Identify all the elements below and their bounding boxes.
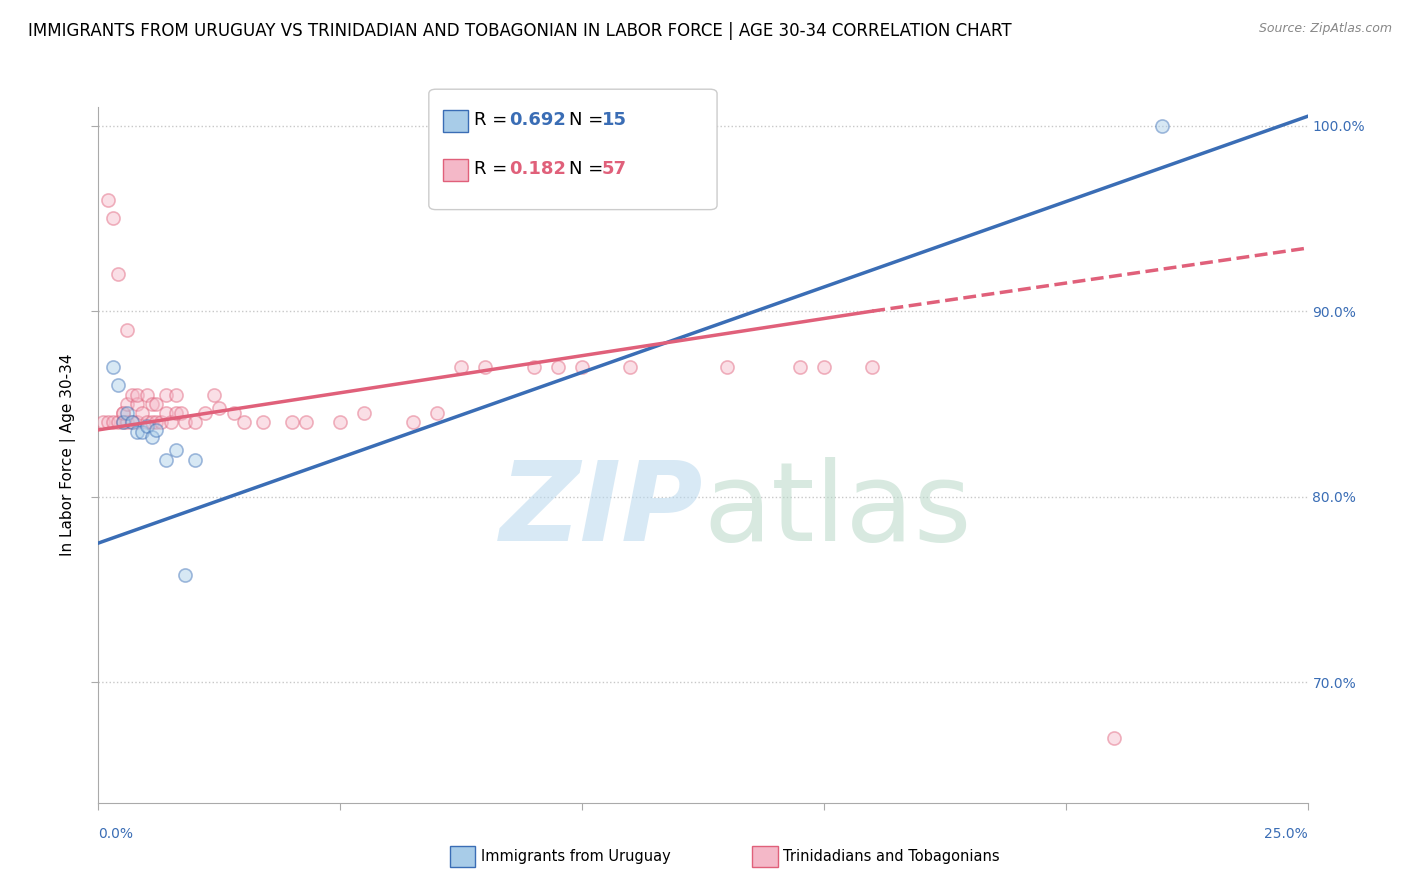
Point [117, 406, 139, 420]
Point [127, 425, 149, 439]
Text: Immigrants from Uruguay: Immigrants from Uruguay [481, 849, 671, 863]
Point [474, 359, 496, 374]
Point [121, 416, 143, 430]
Point [860, 359, 883, 374]
Point [121, 387, 143, 401]
Point [101, 359, 124, 374]
Text: N =: N = [569, 161, 609, 178]
Text: N =: N = [569, 112, 609, 129]
Text: ZIP: ZIP [499, 457, 703, 564]
Point [252, 416, 274, 430]
Point [117, 323, 139, 337]
Point [450, 359, 472, 374]
Point [174, 416, 197, 430]
Text: 57: 57 [602, 161, 627, 178]
Text: Source: ZipAtlas.com: Source: ZipAtlas.com [1258, 22, 1392, 36]
Point [131, 406, 153, 420]
Point [101, 211, 124, 226]
Point [169, 406, 191, 420]
Point [165, 443, 187, 458]
Point [329, 416, 352, 430]
Point [97, 193, 120, 207]
Point [184, 452, 207, 467]
Point [101, 416, 124, 430]
Text: R =: R = [474, 161, 513, 178]
Point [135, 419, 157, 434]
Point [204, 387, 226, 401]
Point [121, 416, 143, 430]
Point [402, 416, 425, 430]
Point [111, 416, 134, 430]
Y-axis label: In Labor Force | Age 30-34: In Labor Force | Age 30-34 [59, 353, 76, 557]
Point [208, 401, 231, 415]
Point [1102, 731, 1125, 745]
Point [107, 416, 129, 430]
Point [107, 267, 129, 281]
Point [155, 406, 177, 420]
Point [135, 416, 157, 430]
Point [127, 397, 149, 411]
Point [135, 387, 157, 401]
Point [145, 423, 167, 437]
Point [426, 406, 449, 420]
Point [117, 397, 139, 411]
Point [145, 416, 167, 430]
Text: 25.0%: 25.0% [1264, 827, 1308, 841]
Point [571, 359, 593, 374]
Point [813, 359, 835, 374]
Point [174, 567, 197, 582]
Point [155, 452, 177, 467]
Point [619, 359, 641, 374]
Point [111, 406, 134, 420]
Point [160, 416, 183, 430]
Point [141, 416, 163, 430]
Point [97, 416, 120, 430]
Point [789, 359, 811, 374]
Point [150, 416, 173, 430]
Point [295, 416, 318, 430]
Point [91, 416, 114, 430]
Text: 15: 15 [602, 112, 627, 129]
Text: atlas: atlas [703, 457, 972, 564]
Point [194, 406, 217, 420]
Text: 0.692: 0.692 [509, 112, 565, 129]
Text: IMMIGRANTS FROM URUGUAY VS TRINIDADIAN AND TOBAGONIAN IN LABOR FORCE | AGE 30-34: IMMIGRANTS FROM URUGUAY VS TRINIDADIAN A… [28, 22, 1012, 40]
Point [165, 406, 187, 420]
Point [127, 387, 149, 401]
Point [145, 397, 167, 411]
Point [281, 416, 304, 430]
Point [107, 378, 129, 392]
Text: R =: R = [474, 112, 513, 129]
Point [131, 425, 153, 439]
Point [222, 406, 245, 420]
Point [1152, 119, 1174, 133]
Point [111, 406, 134, 420]
Point [111, 416, 134, 430]
Point [523, 359, 546, 374]
Point [716, 359, 738, 374]
Point [155, 387, 177, 401]
Point [141, 430, 163, 444]
Point [127, 416, 149, 430]
Text: 0.0%: 0.0% [98, 827, 134, 841]
Point [184, 416, 207, 430]
Point [117, 416, 139, 430]
Point [547, 359, 569, 374]
Point [232, 416, 254, 430]
Point [353, 406, 375, 420]
Point [165, 387, 187, 401]
Text: Trinidadians and Tobagonians: Trinidadians and Tobagonians [783, 849, 1000, 863]
Text: 0.182: 0.182 [509, 161, 567, 178]
Point [141, 397, 163, 411]
